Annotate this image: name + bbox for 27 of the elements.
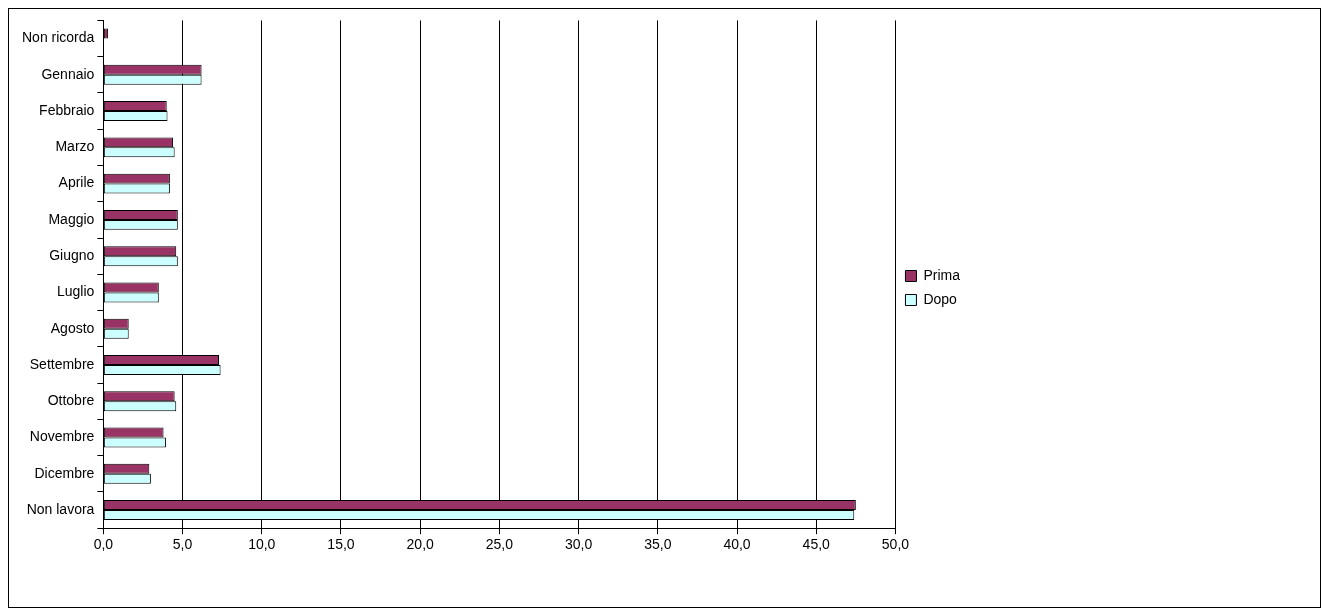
x-tick-label: 45,0	[802, 536, 831, 553]
x-tick-label: 25,0	[485, 536, 514, 553]
y-tick-label: Febbraio	[39, 101, 95, 118]
x-tick-label: 10,0	[248, 536, 276, 553]
y-tick-label: Non ricorda	[21, 29, 95, 46]
x-tick-label: 30,0	[564, 536, 593, 553]
x-tick-label: 5,0	[172, 536, 193, 553]
legend-label: Dopo	[923, 290, 958, 307]
y-tick-label: Giugno	[49, 247, 95, 264]
y-tick-label: Settembre	[29, 355, 95, 372]
y-tick-label: Agosto	[50, 319, 95, 336]
y-tick-label: Dicembre	[34, 464, 95, 481]
x-tick-label: 0,0	[93, 536, 114, 553]
y-tick-label: Aprile	[58, 174, 95, 191]
y-tick-label: Non lavora	[26, 500, 95, 517]
y-tick-label: Luglio	[56, 283, 95, 300]
y-tick-label: Ottobre	[47, 392, 95, 409]
x-tick-label: 20,0	[406, 536, 435, 553]
x-tick-label: 15,0	[327, 536, 355, 553]
y-tick-label: Gennaio	[41, 65, 95, 82]
y-tick-label: Marzo	[55, 138, 95, 155]
legend-label: Prima	[923, 266, 961, 283]
x-tick-label: 35,0	[644, 536, 672, 553]
y-tick-label: Novembre	[29, 428, 95, 445]
x-tick-label: 50,0	[881, 536, 910, 553]
x-tick-label: 40,0	[723, 536, 751, 553]
y-tick-label: Maggio	[48, 210, 95, 227]
